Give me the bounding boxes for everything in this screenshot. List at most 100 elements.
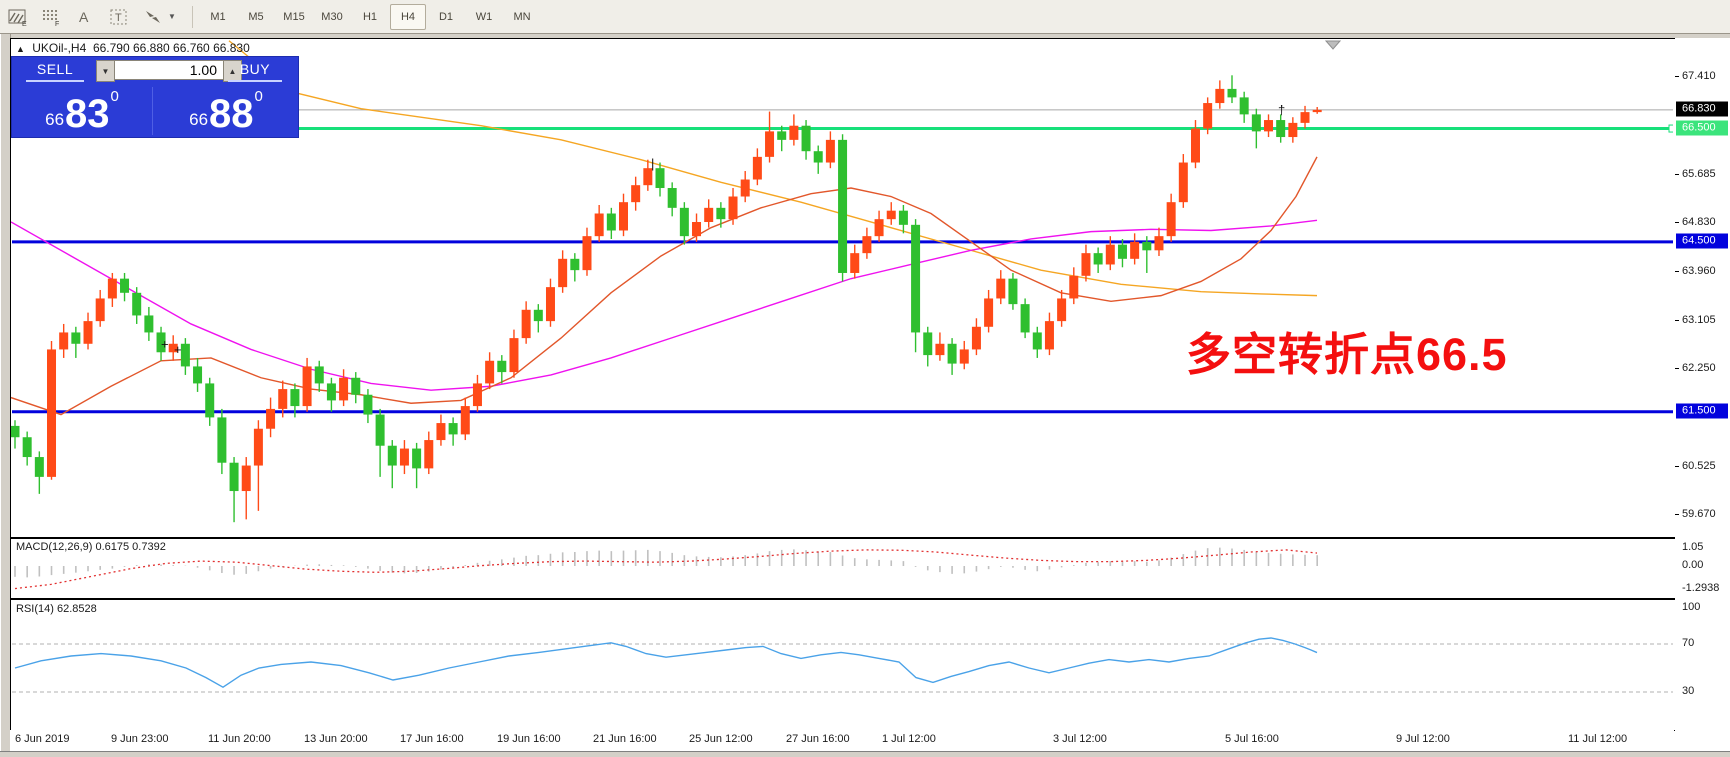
svg-text:F: F: [55, 21, 59, 27]
candlestick-chart[interactable]: + + | †: [11, 39, 1673, 535]
candle-body: [83, 321, 93, 344]
price-axis[interactable]: 67.410 65.685 64.830 63.960 63.105 62.250 60.5…: [1675, 38, 1730, 751]
timeframe-button-h4[interactable]: H4: [390, 3, 426, 30]
timeframe-button-d1[interactable]: D1: [438, 10, 454, 23]
candle-body: [679, 207, 689, 237]
price-tick-label: 62.250: [1682, 362, 1716, 375]
volume-decrease-button[interactable]: ▼: [96, 60, 115, 82]
candle-body: [399, 448, 409, 466]
timeframe-button-w1[interactable]: W1: [475, 10, 493, 23]
macd-pane[interactable]: [10, 538, 1676, 599]
timeframe-button-m15[interactable]: M15: [283, 10, 305, 23]
window-bottom-edge: [0, 751, 1730, 757]
collapse-triangle-icon[interactable]: ▲: [16, 44, 25, 54]
indicators-icon[interactable]: E: [2, 4, 32, 30]
macd-axis-label: 1.05: [1682, 540, 1704, 553]
rsi-pane[interactable]: [10, 599, 1676, 731]
candle-body: [168, 343, 178, 353]
scroll-shift-marker[interactable]: [1324, 40, 1342, 50]
candle-body: [107, 278, 117, 299]
candle-body: [1300, 112, 1310, 123]
candle-body: [1276, 120, 1286, 138]
candle-body: [533, 309, 543, 322]
rsi-label: RSI(14) 62.8528: [16, 603, 97, 615]
candle-body: [47, 349, 57, 477]
timeframe-button-m1[interactable]: M1: [210, 10, 226, 23]
svg-text:T: T: [115, 12, 122, 24]
svg-text:A: A: [79, 9, 89, 25]
candle-body: [472, 383, 482, 407]
timeframe-buttons: M1 M5 M15 M30 H1 H4 D1 W1 MN: [199, 3, 541, 30]
candle-body: [789, 125, 799, 140]
sell-price[interactable]: 66 83 0: [12, 87, 153, 135]
chevron-down-icon: ▼: [168, 12, 176, 21]
date-label: 17 Jun 16:00: [400, 733, 464, 745]
candle-body: [120, 278, 130, 293]
candle-body: [728, 196, 738, 220]
window-gap: [0, 34, 1730, 38]
axis-tick: [1675, 465, 1679, 467]
trade-marker: †: [1278, 102, 1285, 117]
candle-body: [95, 298, 105, 322]
timeframe-button-m5[interactable]: M5: [248, 10, 264, 23]
axis-tick: [1675, 173, 1679, 175]
candle-body: [375, 414, 385, 446]
date-label: 11 Jul 12:00: [1568, 733, 1628, 745]
candle-body: [558, 258, 568, 288]
candle-body: [1178, 162, 1188, 203]
cursor-modes-icon[interactable]: ▼: [138, 4, 180, 30]
sell-button[interactable]: SELL: [26, 61, 84, 82]
candle-body: [180, 343, 190, 367]
timeframe-button-m30[interactable]: M30: [321, 10, 343, 23]
candle-body: [1288, 122, 1298, 138]
candle-body: [594, 213, 604, 237]
candle-body: [570, 258, 580, 271]
candle-body: [205, 383, 215, 418]
volume-input[interactable]: [115, 60, 223, 80]
candle-body: [460, 406, 470, 435]
timeframe-button-mn[interactable]: MN: [513, 10, 531, 23]
date-label: 9 Jun 23:00: [111, 733, 169, 745]
candle-body: [1215, 88, 1225, 104]
macd-axis-label: 0.00: [1682, 559, 1704, 571]
candle-body: [132, 292, 142, 316]
candle-body: [253, 428, 263, 466]
svg-text:E: E: [22, 21, 27, 27]
trade-marker: |: [651, 156, 654, 171]
buy-price-sup: 0: [254, 88, 263, 105]
grid-icon[interactable]: F: [36, 4, 66, 30]
rsi-line: [14, 637, 1318, 689]
candle-body: [485, 360, 495, 384]
macd-chart: [14, 547, 1318, 590]
candle-body: [545, 287, 555, 322]
hline-handle[interactable]: [1668, 124, 1673, 133]
candle-body: [229, 462, 239, 492]
timeframe-button-h1[interactable]: H1: [362, 10, 378, 23]
candle-body: [777, 131, 787, 140]
trade-marker: +: [161, 336, 169, 351]
axis-tick: [1675, 514, 1679, 516]
sell-price-sup: 0: [110, 88, 119, 105]
candle-body: [1130, 241, 1140, 259]
candle-body: [1032, 332, 1042, 350]
date-axis[interactable]: 6 Jun 2019 9 Jun 23:00 11 Jun 20:00 13 Jun …: [10, 730, 1674, 751]
trade-panel-top-row: SELL ▼ ▲ BUY: [12, 57, 298, 83]
candle-body: [911, 224, 921, 333]
text-label-icon[interactable]: A: [70, 4, 100, 30]
candle-body: [266, 408, 276, 429]
rsi-axis-label: 30: [1682, 685, 1695, 697]
candle-body: [412, 448, 422, 469]
buy-button[interactable]: BUY: [228, 61, 282, 82]
buy-price[interactable]: 66 88 0: [154, 87, 298, 135]
candle-body: [1312, 109, 1322, 113]
candle-body: [874, 219, 884, 237]
candle-body: [850, 253, 860, 273]
text-box-icon[interactable]: T: [104, 4, 134, 30]
candle-body: [1227, 88, 1237, 98]
price-badge-61.500: 61.500: [1676, 403, 1728, 419]
candle-body: [740, 179, 750, 197]
candle-body: [1190, 128, 1200, 163]
rsi-chart: [12, 637, 1673, 693]
date-label: 6 Jun 2019: [15, 733, 70, 745]
